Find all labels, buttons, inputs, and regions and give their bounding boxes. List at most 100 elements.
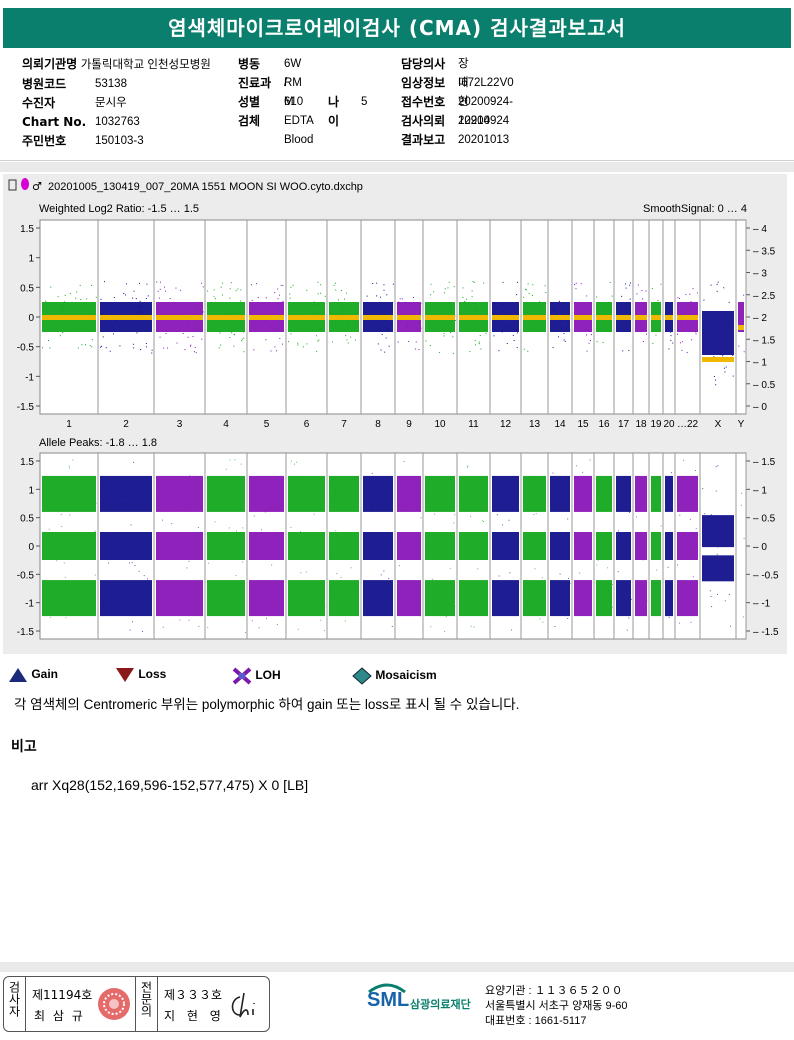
log2-scatter [253,304,255,306]
log2-scatter [539,301,541,303]
allele-scatter [233,498,235,500]
log2-scatter [469,328,471,330]
allele-band [42,580,96,617]
allele-scatter [270,556,272,558]
allele-scatter [214,521,216,523]
log2-scatter [317,293,319,295]
allele-scatter [380,574,382,576]
allele-scatter [282,606,284,608]
log2-scatter [527,350,529,352]
log2-scatter [692,288,694,290]
log2-scatter [147,295,149,297]
allele-scatter [513,500,515,502]
log2-scatter [192,336,194,338]
log2-scatter [625,283,627,285]
log2-scatter [560,326,562,328]
log2-scatter [163,347,165,349]
allele-scatter [219,589,221,591]
allele-scatter [367,611,369,613]
allele-scatter [317,491,319,493]
log2-scatter [110,321,112,323]
allele-band [397,580,421,617]
allele-scatter [541,577,543,579]
log2-scatter [743,294,745,296]
log2-scatter [447,287,449,289]
allele-scatter [414,482,416,484]
allele-scatter [119,596,121,598]
log2-scatter [713,356,715,358]
log2-scatter [574,283,576,285]
allele-band [249,475,284,512]
allele-band [100,475,152,512]
allele-scatter [589,459,591,461]
allele-scatter [69,514,71,516]
allele-scatter [670,591,672,593]
allele-scatter [526,558,528,560]
log2-scatter [92,321,94,323]
log2-scatter [159,281,161,283]
allele-scatter [85,545,87,547]
log2-scatter [347,320,349,322]
allele-scatter [179,608,181,610]
log2-scatter [145,343,147,345]
log2-scatter [710,284,712,286]
allele-band [100,532,152,560]
allele-scatter [133,461,135,463]
report-title: 염색체마이크로어레이검사 (CMA) 검사결과보고서 [3,8,791,48]
log2-scatter [550,321,552,323]
allele-scatter [346,489,348,491]
allele-scatter [660,525,662,527]
log2-scatter [265,297,267,299]
allele-band [665,532,673,560]
allele-scatter [276,507,278,509]
centromere-note: 각 염색체의 Centromeric 부위는 polymorphic 하여 ga… [14,697,520,712]
allele-scatter [215,503,217,505]
log2-scatter [331,341,333,343]
allele-scatter [103,605,105,607]
allele-scatter [221,532,223,534]
allele-scatter [132,621,134,623]
allele-scatter [125,495,127,497]
signature-box: 검사자 제11194호 최 삼 규 전문의 제３３３호 지 현 영 [3,976,270,1032]
log2-scatter [346,339,348,341]
allele-scatter [237,582,239,584]
log2-scatter [190,344,192,346]
log2-scatter [443,335,445,337]
log2-scatter [527,283,529,285]
log2-scatter [635,324,637,326]
log2-scatter [95,296,97,298]
log2-scatter [563,339,565,341]
allele-scatter [590,552,592,554]
remark-value: arr Xq28(152,169,596-152,577,475) X 0 [L… [31,777,309,793]
allele-band [616,580,631,617]
log2-scatter [335,321,337,323]
smooth-signal-line [288,315,325,320]
allele-scatter [416,535,418,537]
log2-scatter [342,308,344,310]
sml-logo-mark-icon [368,983,406,994]
smooth-signal-line [156,315,203,320]
chromosome-label: …22 [677,419,699,430]
log2-scatter [406,326,408,328]
allele-scatter [142,630,144,632]
allele-scatter [504,604,506,606]
log2-scatter [167,313,169,315]
log2-scatter [588,342,590,344]
allele-scatter [425,544,427,546]
allele-scatter [575,541,577,543]
allele-scatter [526,601,528,603]
allele-band [616,475,631,512]
allele-scatter [524,496,526,498]
log2-scatter [156,281,158,283]
log2-scatter [596,341,598,343]
chromosome-label: 1 [66,419,72,430]
log2-scatter [558,336,560,338]
smooth-signal-line [42,315,96,320]
log2-scatter [62,331,64,333]
allele-scatter [585,611,587,613]
allele-band [492,475,519,512]
log2-scatter [478,343,480,345]
log2-scatter [732,375,734,377]
allele-scatter [66,545,68,547]
log2-scatter [338,324,340,326]
